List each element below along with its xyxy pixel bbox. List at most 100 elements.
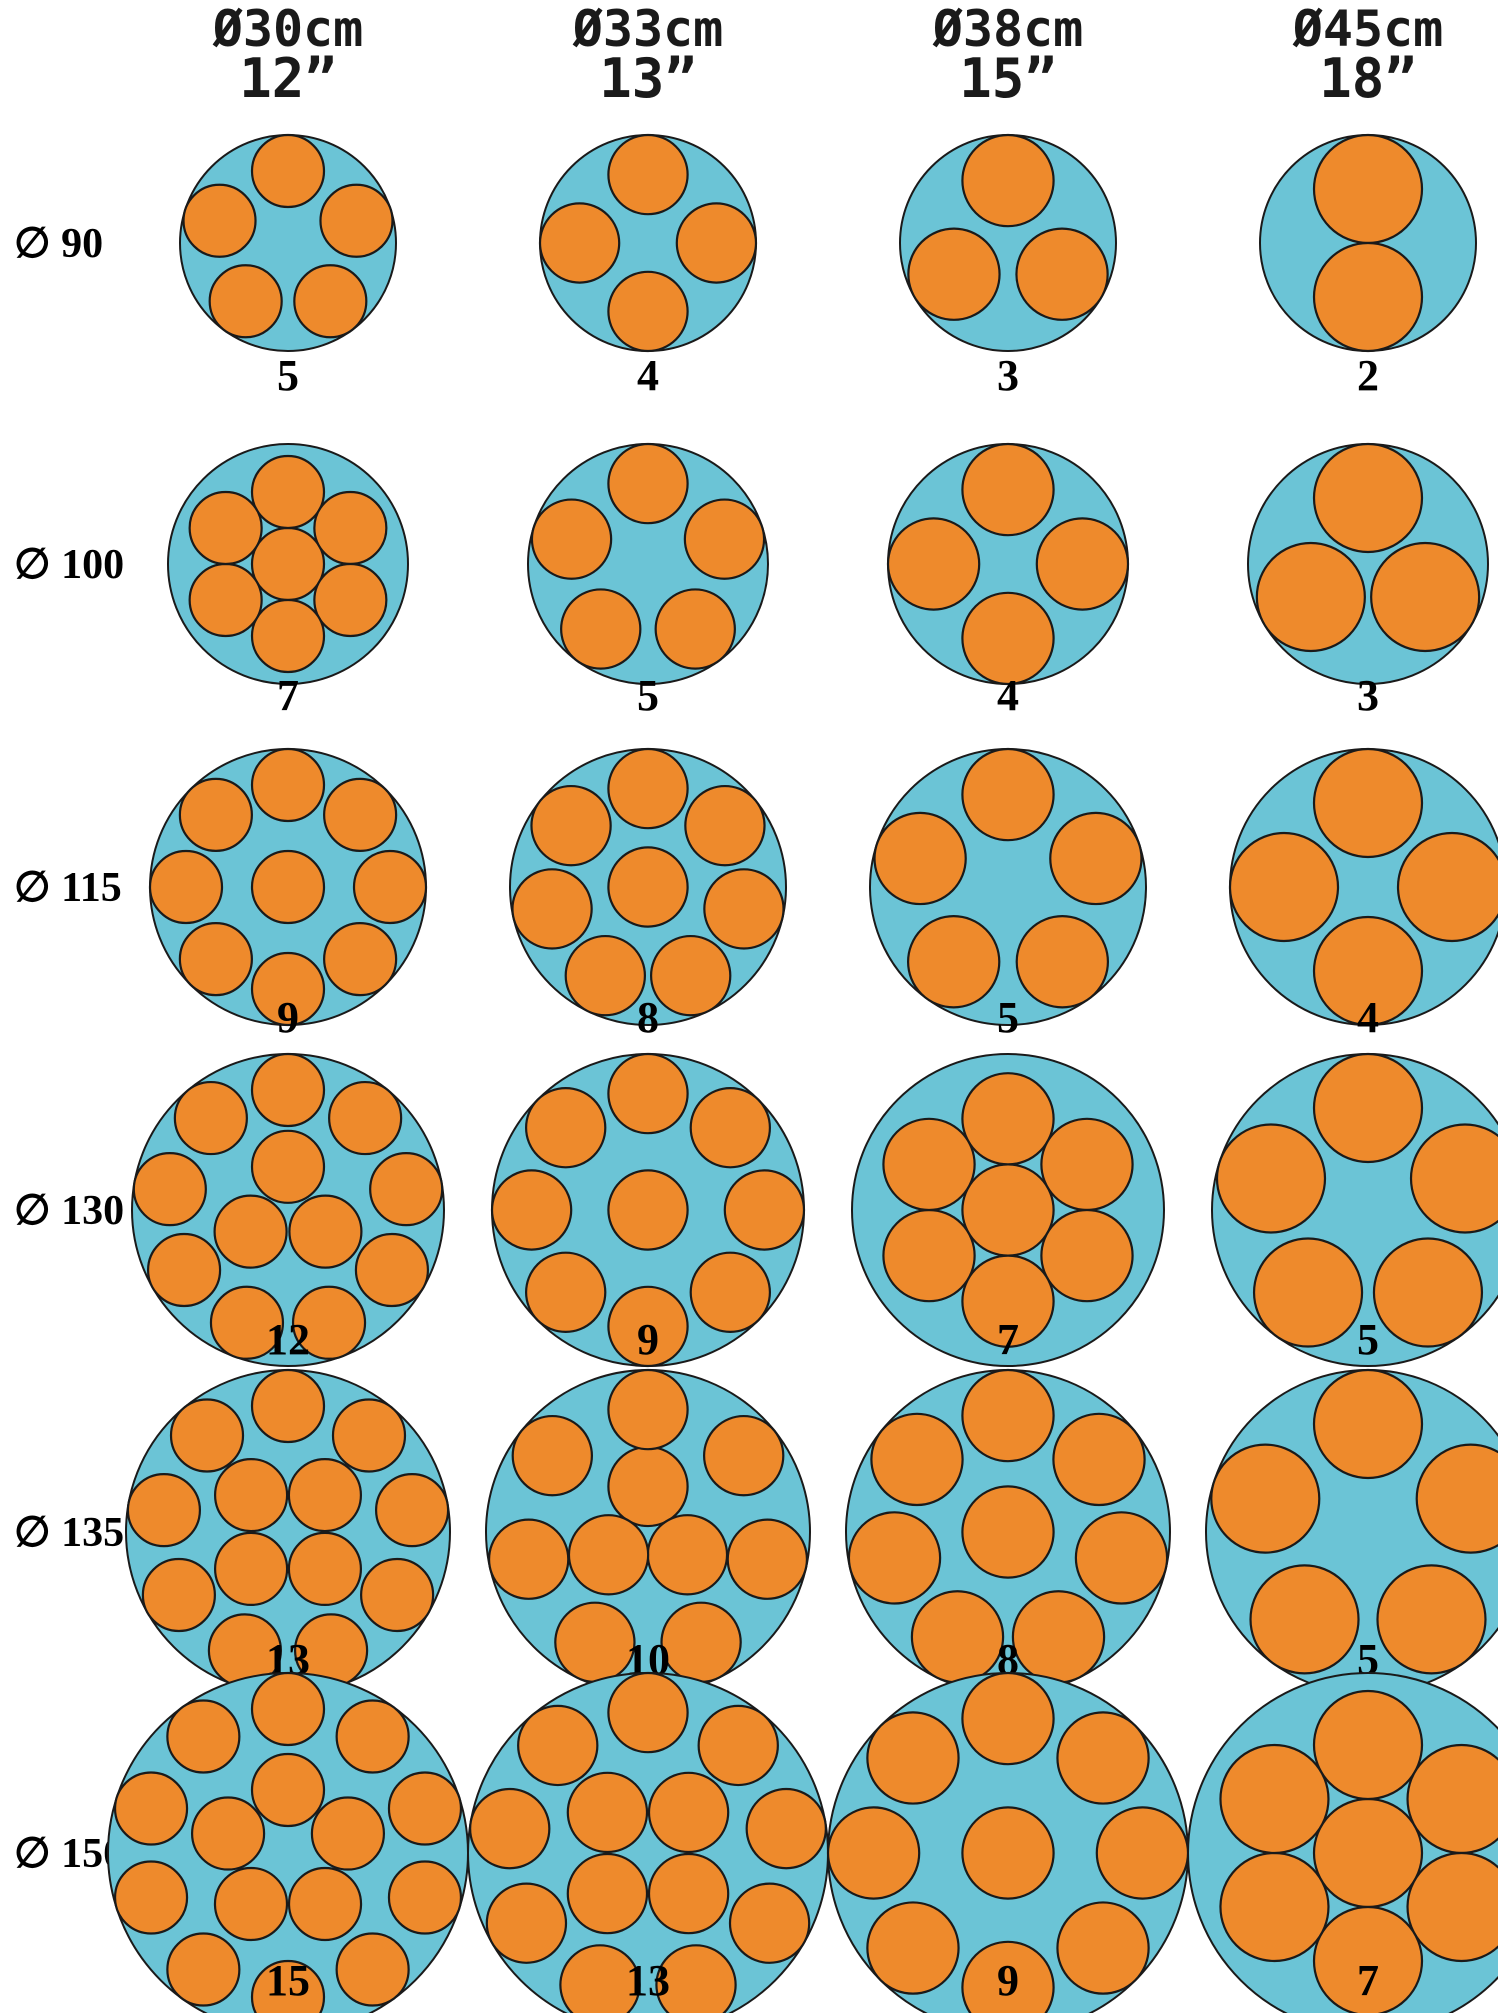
pizza-disc	[213, 1194, 288, 1269]
pizza-count-label: 8	[997, 1635, 1019, 1684]
pizza-disc	[870, 1412, 964, 1507]
table-150-pizza-45	[1187, 1672, 1498, 2013]
pizza-disc	[166, 1699, 241, 1774]
pizza-disc	[607, 1052, 689, 1135]
column-header-inch: 15”	[959, 47, 1057, 110]
pizza-disc	[882, 1208, 976, 1303]
pizza-disc	[607, 270, 689, 353]
pizza-count-label: 2	[1357, 351, 1379, 400]
pizza-disc	[148, 849, 224, 925]
pizza-disc	[745, 1787, 827, 1870]
pizza-disc	[1056, 1711, 1150, 1805]
pizza-disc	[1052, 1412, 1146, 1507]
pizza-disc	[910, 1590, 1005, 1684]
pizza-disc	[113, 1860, 189, 1935]
table-90-pizza-45	[1259, 133, 1477, 353]
pizza-disc	[113, 1771, 189, 1846]
pizza-disc	[607, 1169, 689, 1251]
pizza-count-label: 13	[626, 1956, 670, 2005]
table-115-pizza-45	[1228, 747, 1498, 1027]
pizza-disc	[132, 1152, 207, 1227]
pizza-disc	[873, 811, 967, 906]
pizza-disc	[250, 598, 326, 674]
pizza-disc	[1056, 1901, 1150, 1995]
pizza-disc	[323, 922, 398, 997]
pizza-disc	[1228, 831, 1340, 943]
table-130-pizza-33	[490, 1052, 806, 1368]
pizza-disc	[213, 1531, 289, 1607]
pizza-disc	[647, 1852, 730, 1935]
pizza-disc	[1312, 1689, 1424, 1801]
pizza-disc	[188, 562, 263, 638]
pizza-disc	[607, 1285, 689, 1368]
column-header-cm: Ø30cm	[212, 0, 364, 58]
pizza-disc	[560, 588, 642, 670]
pizza-disc	[173, 1080, 248, 1156]
table-130-pizza-38	[851, 1053, 1165, 1367]
pizza-disc	[906, 915, 1001, 1009]
pizza-disc	[511, 868, 593, 950]
pizza-disc	[1312, 133, 1424, 245]
pizza-count-label: 5	[997, 993, 1019, 1042]
pizza-disc	[369, 1152, 444, 1227]
pizza-disc	[374, 1473, 450, 1548]
pizza-disc	[866, 1901, 960, 1995]
pizza-disc	[1015, 227, 1109, 321]
pizza-disc	[1074, 1511, 1169, 1605]
pizza-disc	[961, 1163, 1055, 1257]
pizza-disc	[287, 1866, 363, 1942]
pizza-disc	[683, 498, 766, 580]
pizza-count-label: 4	[997, 671, 1019, 720]
pizza-disc	[1312, 442, 1424, 554]
pizza-disc	[250, 526, 326, 602]
pizza-disc	[335, 1932, 410, 2007]
pizza-count-label: 5	[1357, 1635, 1379, 1684]
pizza-disc	[323, 777, 398, 852]
pizza-disc	[655, 1944, 737, 2013]
pizza-disc	[647, 1771, 730, 1854]
pizza-disc	[1219, 1743, 1330, 1855]
pizza-disc	[188, 490, 263, 566]
pizza-disc	[1215, 1123, 1327, 1234]
pizza-disc	[387, 1771, 463, 1846]
pizza-disc	[1035, 517, 1130, 611]
pizza-disc	[1249, 1564, 1360, 1675]
pizza-disc	[310, 1796, 386, 1871]
pizza-disc	[250, 951, 326, 1027]
pizza-count-label: 7	[1357, 1956, 1379, 2005]
pizza-disc	[1376, 1564, 1487, 1675]
pizza-disc	[213, 1866, 289, 1942]
pizza-disc	[293, 264, 368, 339]
pizza-disc	[313, 562, 388, 638]
pizza-disc	[209, 1285, 285, 1360]
pizza-disc	[728, 1882, 811, 1964]
row-label-130: ∅ 130	[14, 1188, 124, 1234]
pizza-disc	[566, 1771, 649, 1854]
pizza-disc	[1095, 1806, 1190, 1900]
pizza-disc	[178, 777, 253, 852]
pizza-disc	[208, 264, 283, 339]
pizza-disc	[287, 1457, 363, 1533]
pizza-disc	[847, 1511, 942, 1605]
table-135-pizza-30	[125, 1368, 451, 1695]
pizza-disc	[524, 1086, 607, 1169]
pizza-disc	[530, 498, 613, 580]
pizza-count-label: 5	[1357, 1315, 1379, 1364]
pizza-disc	[328, 1080, 403, 1156]
pizza-disc	[607, 747, 689, 830]
table-90-pizza-33	[538, 133, 758, 353]
pizza-count-label: 9	[277, 993, 299, 1042]
pizza-disc	[607, 442, 689, 525]
pizza-disc	[487, 1518, 570, 1600]
pizza-disc	[654, 588, 736, 670]
pizza-disc	[319, 183, 394, 258]
pizza-disc	[684, 784, 766, 867]
pizza-disc	[961, 747, 1055, 842]
pizza-disc	[169, 1398, 245, 1473]
pizza-disc	[961, 1254, 1055, 1348]
column-header-inch: 12”	[239, 47, 337, 110]
